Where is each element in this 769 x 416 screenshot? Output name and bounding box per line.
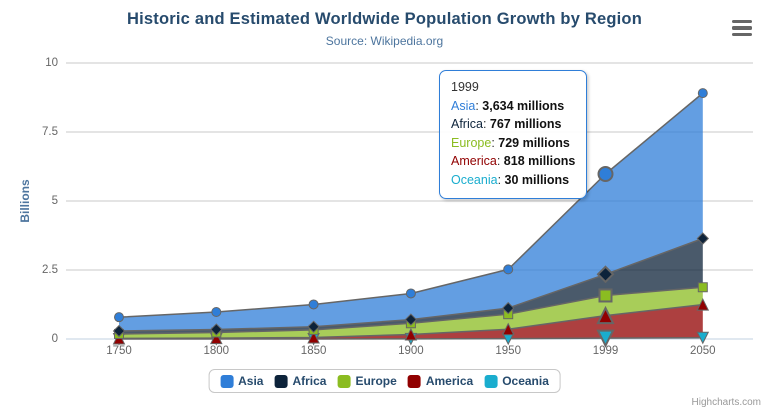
marker-africa-2050[interactable] bbox=[696, 232, 710, 245]
legend-label: Europe bbox=[355, 374, 397, 388]
x-axis-label: 1999 bbox=[592, 345, 619, 357]
legend-swatch-icon bbox=[484, 374, 498, 388]
marker-oceania-2050[interactable] bbox=[696, 331, 710, 345]
tooltip-row: Africa: 767 millions bbox=[451, 117, 562, 132]
x-axis-label: 2050 bbox=[690, 345, 716, 357]
legend-label: Oceania bbox=[502, 374, 549, 388]
x-axis-label: 1750 bbox=[106, 345, 132, 357]
chart-subtitle: Source: Wikipedia.org bbox=[325, 34, 444, 48]
legend-label: Asia bbox=[238, 374, 264, 388]
tooltip-series-name: Europe bbox=[451, 135, 492, 150]
area-africa[interactable] bbox=[119, 238, 703, 334]
hamburger-icon bbox=[732, 26, 752, 30]
legend-item-africa[interactable]: Africa bbox=[274, 374, 326, 388]
tooltip-series-name: Asia bbox=[451, 98, 476, 113]
marker-africa-1850[interactable] bbox=[307, 320, 320, 333]
marker-asia-1950[interactable] bbox=[503, 264, 514, 275]
tooltip-row: Europe: 729 millions bbox=[451, 135, 570, 150]
x-axis-label: 1800 bbox=[203, 345, 230, 357]
tooltip-value: 767 millions bbox=[489, 117, 562, 132]
tooltip-series-name: America bbox=[451, 154, 497, 169]
legend-item-america[interactable]: America bbox=[407, 374, 474, 388]
marker-america-1900[interactable] bbox=[404, 327, 418, 341]
marker-america-1850[interactable] bbox=[307, 330, 320, 344]
tooltip-value: 818 millions bbox=[503, 154, 576, 169]
legend-swatch-icon bbox=[407, 374, 421, 388]
tooltip-value: 729 millions bbox=[498, 135, 570, 150]
legend-label: America bbox=[425, 374, 474, 388]
legend-swatch-icon bbox=[337, 374, 351, 388]
marker-europe-2050[interactable] bbox=[697, 282, 708, 293]
marker-america-1999[interactable] bbox=[596, 305, 615, 325]
marker-asia-2050[interactable] bbox=[697, 88, 708, 99]
credits-link[interactable]: Highcharts.com bbox=[691, 397, 761, 408]
marker-asia-1900[interactable] bbox=[405, 288, 416, 299]
legend-item-europe[interactable]: Europe bbox=[337, 374, 397, 388]
tooltip-row: Asia: 3,634 millions bbox=[451, 98, 565, 113]
tooltip-series-name: Africa bbox=[451, 117, 483, 132]
marker-america-1950[interactable] bbox=[501, 322, 515, 336]
x-axis-label: 1950 bbox=[495, 345, 521, 357]
marker-africa-1900[interactable] bbox=[404, 313, 418, 326]
hamburger-icon bbox=[732, 32, 752, 36]
x-axis-label: 1850 bbox=[300, 345, 327, 357]
marker-oceania-1999[interactable] bbox=[596, 329, 615, 348]
marker-asia-1800[interactable] bbox=[211, 307, 222, 318]
tooltip-series-name: Oceania bbox=[451, 172, 498, 187]
context-menu-button[interactable] bbox=[732, 20, 752, 36]
tooltip-row: America: 818 millions bbox=[451, 154, 576, 169]
legend: Asia Africa Europe America Oceania bbox=[208, 369, 561, 393]
x-axis-label: 1900 bbox=[398, 345, 424, 357]
marker-africa-1950[interactable] bbox=[501, 301, 515, 315]
y-axis-label: 2.5 bbox=[42, 264, 58, 276]
marker-asia-1750[interactable] bbox=[114, 312, 124, 323]
marker-europe-1999[interactable] bbox=[598, 288, 613, 303]
legend-swatch-icon bbox=[274, 374, 288, 388]
hamburger-icon bbox=[732, 20, 752, 24]
marker-america-2050[interactable] bbox=[696, 297, 710, 311]
legend-item-oceania[interactable]: Oceania bbox=[484, 374, 549, 388]
y-axis-label: 5 bbox=[51, 195, 58, 207]
marker-america-1800[interactable] bbox=[209, 331, 223, 345]
area-america[interactable] bbox=[119, 304, 703, 339]
legend-label: Africa bbox=[292, 374, 327, 388]
marker-africa-1999[interactable] bbox=[596, 265, 615, 284]
y-axis-label: 7.5 bbox=[42, 126, 58, 138]
y-axis-label: 10 bbox=[45, 57, 58, 69]
tooltip-value: 3,634 millions bbox=[482, 98, 565, 113]
tooltip-value: 30 millions bbox=[504, 172, 570, 187]
legend-item-asia[interactable]: Asia bbox=[220, 374, 263, 388]
marker-asia-1999[interactable] bbox=[597, 166, 614, 183]
tooltip-row: Oceania: 30 millions bbox=[451, 172, 570, 187]
area-asia[interactable] bbox=[119, 93, 703, 332]
y-axis-label: 0 bbox=[51, 333, 58, 345]
chart-title: Historic and Estimated Worldwide Populat… bbox=[127, 10, 642, 28]
tooltip: 1999 Asia: 3,634 millions Africa: 767 mil… bbox=[439, 70, 588, 199]
marker-africa-1750[interactable] bbox=[112, 324, 126, 338]
marker-africa-1800[interactable] bbox=[210, 323, 223, 336]
marker-asia-1850[interactable] bbox=[308, 299, 319, 310]
tooltip-header: 1999 bbox=[451, 80, 479, 94]
legend-swatch-icon bbox=[220, 374, 234, 388]
